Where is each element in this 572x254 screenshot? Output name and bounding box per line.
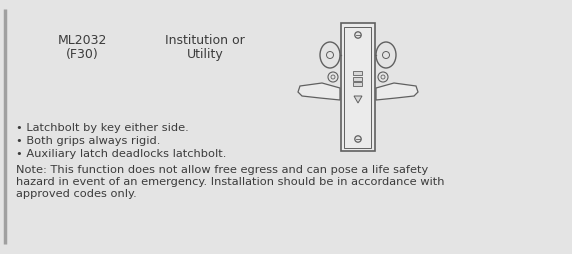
Circle shape [355, 33, 361, 39]
Bar [353, 83, 363, 87]
Bar [353, 77, 363, 81]
Polygon shape [298, 84, 340, 101]
Text: Utility: Utility [186, 47, 224, 60]
Bar [353, 72, 363, 76]
Text: (F30): (F30) [66, 47, 98, 60]
FancyBboxPatch shape [341, 24, 375, 151]
Polygon shape [354, 97, 362, 104]
Text: Note: This function does not allow free egress and can pose a life safety: Note: This function does not allow free … [16, 164, 428, 174]
Text: • Both grips always rigid.: • Both grips always rigid. [16, 135, 160, 146]
Text: hazard in event of an emergency. Installation should be in accordance with: hazard in event of an emergency. Install… [16, 176, 444, 186]
Text: • Auxiliary latch deadlocks latchbolt.: • Auxiliary latch deadlocks latchbolt. [16, 148, 227, 158]
Polygon shape [376, 84, 418, 101]
Text: • Latchbolt by key either side.: • Latchbolt by key either side. [16, 122, 189, 133]
Text: Institution or: Institution or [165, 33, 245, 46]
Text: ML2032: ML2032 [57, 33, 107, 46]
Circle shape [355, 136, 361, 143]
Text: approved codes only.: approved codes only. [16, 188, 137, 198]
